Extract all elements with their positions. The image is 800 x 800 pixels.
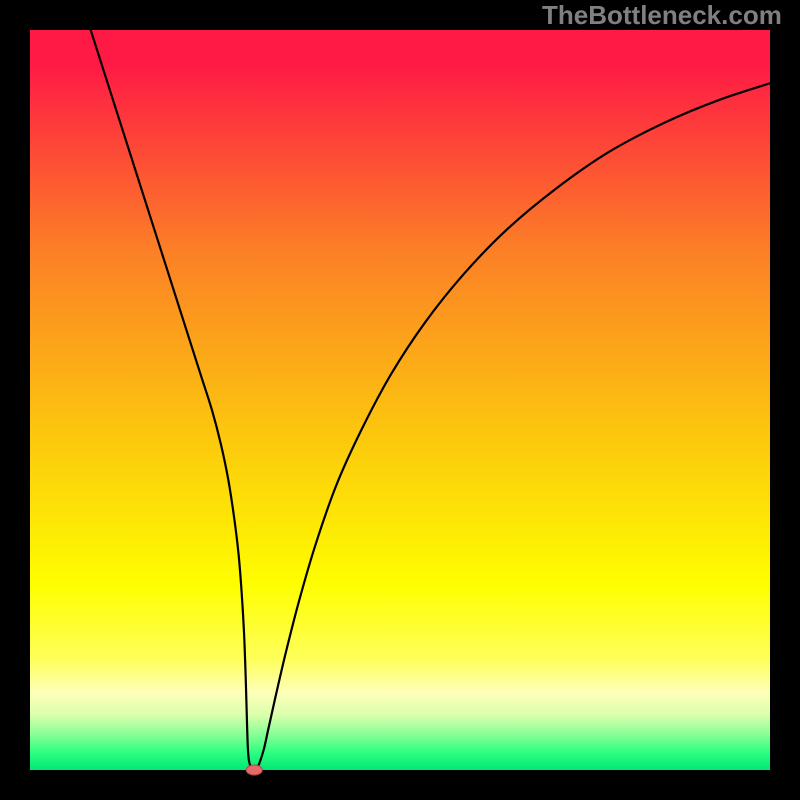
plot-area (30, 30, 770, 770)
bottleneck-chart (0, 0, 800, 800)
watermark-text: TheBottleneck.com (542, 0, 782, 31)
optimal-point-marker (246, 765, 262, 775)
